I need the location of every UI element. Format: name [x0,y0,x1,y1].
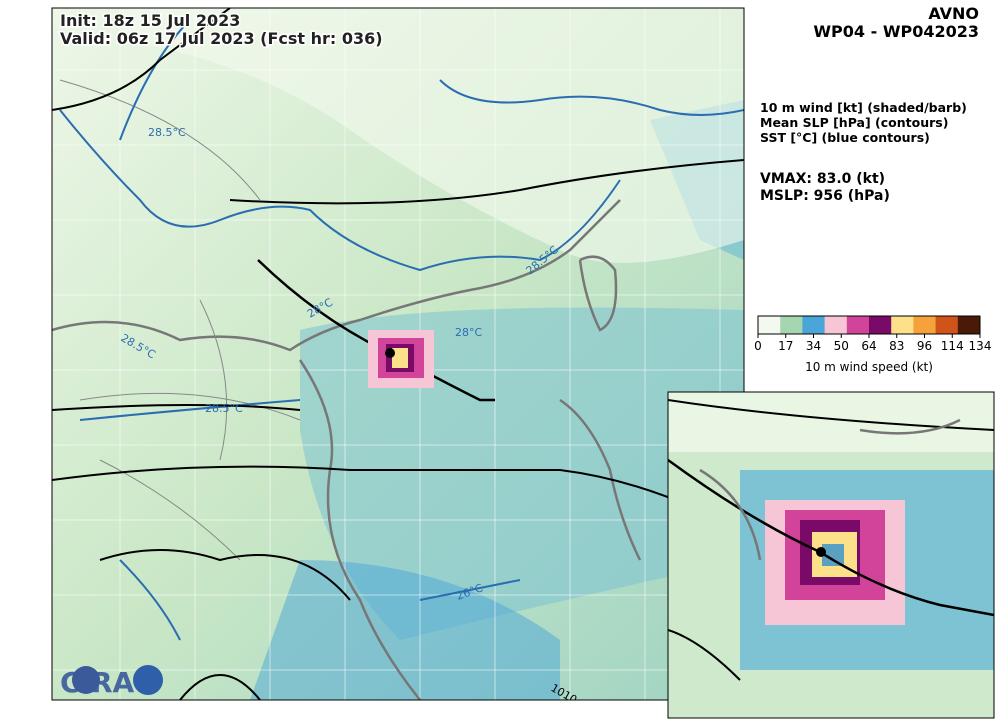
colorbar-label: 10 m wind speed (kt) [805,360,933,374]
colorbar-segment [802,316,826,334]
colorbar-tick-label: 134 [969,339,992,353]
contour-label: 28.5°C [148,126,186,139]
colorbar-tick-label: 83 [889,339,904,353]
init-time: Init: 18z 15 Jul 2023 [60,11,240,30]
colorbar-tick-label: 17 [778,339,793,353]
model-name: AVNO [928,4,979,23]
colorbar-tick-label: 114 [941,339,964,353]
colorbar-segment [758,316,781,334]
colorbar-tick-label: 96 [917,339,932,353]
inset-frame [667,391,995,719]
legend-line: 10 m wind [kt] (shaded/barb) [760,100,967,115]
colorbar-segment [935,316,959,334]
map-frame [51,7,745,701]
colorbar: 0 17 34 50 64 83 96 114 134 [754,315,992,353]
storm-wind-core [368,330,434,388]
colorbar-segment [869,316,892,334]
colorbar-segment [913,316,937,334]
legend-line: Mean SLP [hPa] (contours) [760,115,948,130]
inset-map [668,392,994,718]
mslp: MSLP: 956 (hPa) [760,188,890,204]
storm-id: WP04 - WP042023 [813,22,979,41]
valid-time: Valid: 06z 17 Jul 2023 (Fcst hr: 036) [60,29,383,48]
colorbar-segment [957,316,981,334]
colorbar-tick-label: 0 [754,339,762,353]
colorbar-segment [891,316,914,334]
contour-label: 28°C [455,326,482,339]
colorbar-tick-label: 50 [834,339,849,353]
colorbar-tick-label: 34 [806,339,821,353]
vmax: VMAX: 83.0 (kt) [760,171,885,187]
contour-label: 28.5°C [205,402,243,415]
colorbar-tick-label: 64 [861,339,876,353]
colorbar-segment [824,316,848,334]
logo: CIRA [60,666,135,699]
legend-line: SST [°C] (blue contours) [760,130,930,145]
main-map: 28.5°C 28.5°C 28°C 28°C 28.5°C 28.5°C 26… [52,8,744,700]
colorbar-segment [780,316,803,334]
colorbar-segment [846,316,870,334]
